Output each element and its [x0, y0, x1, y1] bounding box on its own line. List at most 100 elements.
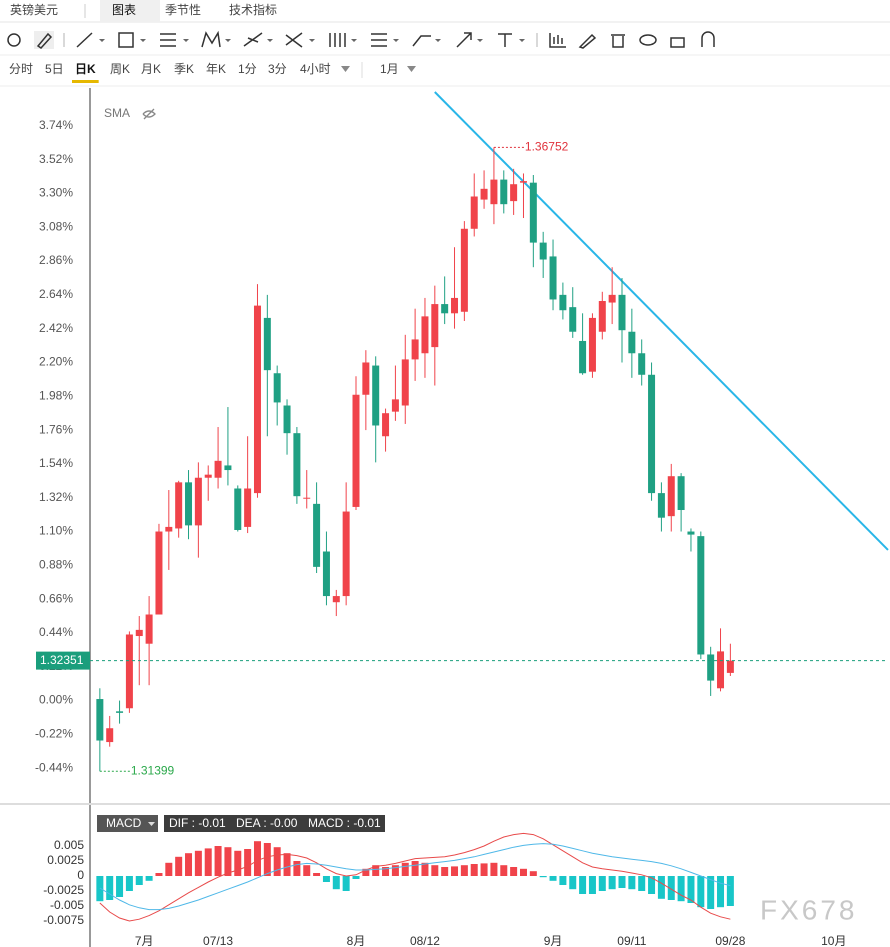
macd-bar: [569, 876, 577, 890]
tab[interactable]: 技术指标: [229, 2, 277, 17]
y-tick-label: 3.52%: [39, 152, 73, 166]
tool-icon[interactable]: [118, 32, 134, 48]
visibility-icon[interactable]: [142, 108, 156, 120]
y-tick-label: 2.20%: [39, 355, 73, 369]
candle-body: [579, 340, 587, 374]
period-option[interactable]: 5日: [45, 62, 64, 76]
macd-bar: [687, 876, 695, 903]
candle-body: [372, 365, 380, 426]
candle-body: [391, 399, 399, 412]
tool-icon[interactable]: [670, 37, 685, 48]
dif-readout: DIF : -0.01: [169, 816, 226, 830]
tool-icon[interactable]: [371, 33, 387, 47]
macd-bar: [332, 876, 340, 890]
range-selector[interactable]: 1月: [380, 62, 399, 76]
candle-body: [362, 362, 370, 395]
macd-bar: [717, 876, 725, 908]
macd-bar: [352, 876, 360, 879]
tab[interactable]: 季节性: [165, 3, 201, 17]
candle-body: [322, 551, 330, 597]
period-option[interactable]: 年K: [206, 62, 226, 76]
macd-bar: [677, 876, 685, 902]
tool-icon[interactable]: [7, 33, 21, 47]
macd-bar: [667, 876, 675, 900]
period-option[interactable]: 季K: [174, 62, 194, 76]
active-period-underline: [72, 80, 99, 83]
tool-icon[interactable]: [243, 32, 263, 47]
macd-bar: [342, 876, 350, 891]
indicator-select[interactable]: [97, 815, 158, 832]
candle-body: [707, 654, 715, 681]
macd-bar: [234, 850, 242, 876]
tool-icon[interactable]: [498, 33, 512, 47]
macd-bar: [638, 876, 646, 891]
macd-line: [99, 832, 731, 922]
macd-bar: [588, 876, 596, 894]
candle-body: [303, 497, 311, 499]
tool-icon[interactable]: [160, 33, 176, 47]
y-tick-label: -0.0075: [43, 913, 84, 927]
tool-icon[interactable]: [549, 33, 566, 48]
macd-bar: [293, 861, 301, 876]
candle-body: [431, 304, 439, 348]
tool-icon-bg: [34, 31, 54, 49]
macd-bar: [579, 876, 587, 894]
macd-bar: [401, 862, 409, 876]
candle-body: [214, 460, 222, 478]
macd-bar: [628, 876, 636, 890]
candle-body: [224, 465, 232, 471]
tool-icon[interactable]: [412, 35, 431, 47]
y-tick-label: 0.88%: [39, 558, 73, 572]
x-tick-label: 09/28: [715, 934, 745, 947]
candle-body: [549, 256, 557, 300]
tool-icon[interactable]: [329, 33, 346, 47]
period-option[interactable]: 3分: [268, 62, 287, 76]
candle-body: [96, 699, 104, 741]
macd-bar: [421, 862, 429, 876]
tool-icon[interactable]: [36, 32, 53, 49]
candle-body: [618, 294, 626, 331]
candle-body: [519, 181, 527, 183]
y-tick-label: -0.44%: [35, 760, 73, 774]
tool-icon[interactable]: [578, 33, 597, 49]
toolbar: [7, 30, 715, 49]
macd-bar: [204, 848, 212, 876]
period-option[interactable]: 月K: [141, 62, 161, 76]
macd-bar: [135, 876, 143, 885]
tool-icon[interactable]: [76, 32, 93, 48]
candle-body: [529, 182, 537, 243]
tool-icon[interactable]: [456, 32, 472, 48]
tab[interactable]: 图表: [112, 3, 136, 17]
macd-bar: [224, 847, 232, 876]
candle-body: [175, 482, 183, 529]
tab[interactable]: 英镑美元: [10, 2, 58, 17]
period-option[interactable]: 分时: [9, 62, 33, 76]
candle-body: [155, 531, 163, 615]
macd-bar: [648, 876, 656, 894]
candle-body: [382, 413, 390, 437]
tool-icon[interactable]: [701, 31, 715, 47]
macd-bar: [372, 865, 380, 876]
tool-icon[interactable]: [611, 34, 625, 48]
watermark: FX678: [760, 894, 858, 925]
period-option[interactable]: 日K: [75, 62, 96, 76]
period-option[interactable]: 4小时: [300, 62, 331, 76]
macd-bar: [253, 841, 261, 876]
macd-bar: [490, 862, 498, 876]
period-option[interactable]: 1分: [238, 62, 257, 76]
tool-icon[interactable]: [639, 34, 657, 46]
macd-bar: [559, 876, 567, 885]
tool-icon[interactable]: [285, 32, 303, 48]
period-option[interactable]: 周K: [110, 62, 130, 76]
macd-bar: [175, 856, 183, 876]
candle-body: [352, 394, 360, 507]
readout-box: [164, 815, 385, 832]
last-price-label: 1.32351: [40, 653, 84, 667]
active-tab-bg: [100, 0, 160, 22]
candle-body: [401, 359, 409, 406]
candle-body: [470, 196, 478, 229]
macd-bar: [529, 871, 537, 876]
tool-icon[interactable]: [201, 30, 221, 48]
macd-bar: [470, 864, 478, 876]
